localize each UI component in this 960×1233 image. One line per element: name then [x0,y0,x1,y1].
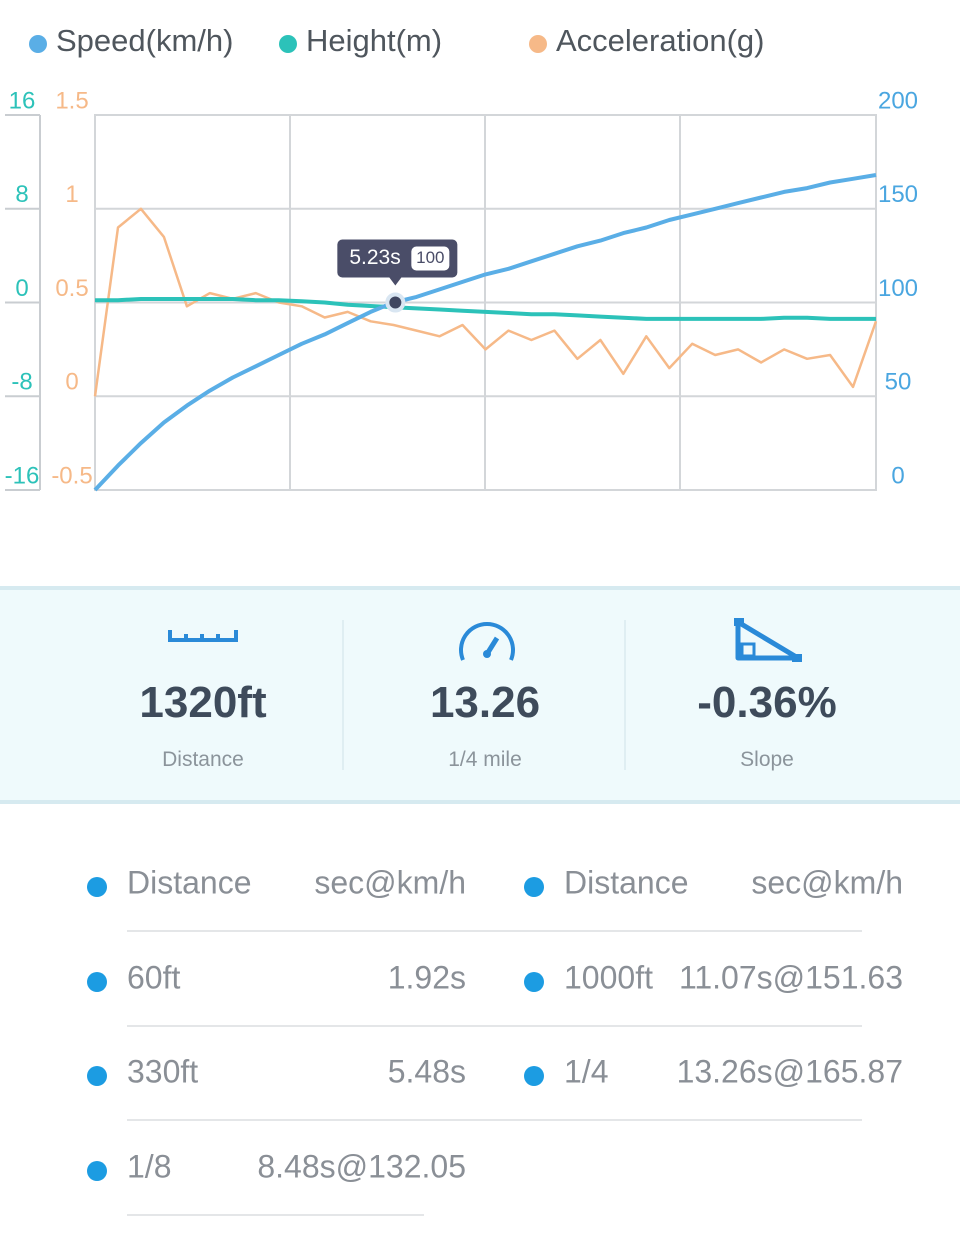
y3-tick-label: 0 [65,369,78,396]
slope-icon [734,618,802,662]
bullet [524,1066,544,1086]
cell-value: 11.07s@151.63 [678,959,903,995]
bullet [524,971,544,992]
series-line [93,173,877,492]
y3-tick-label: 1 [65,181,78,208]
cell-label: 1/8 [127,1148,172,1184]
y-tick-label: 16 [9,87,36,114]
bullet [524,877,544,897]
cell-value: 1.92s [387,959,466,995]
ruler-icon [168,630,238,642]
stats-panel: 1320ft Distance 13.26 1/4 mile -0.36% Sl… [0,586,960,804]
legend-label: Speed(km/h) [56,23,233,58]
y2-tick-label: 50 [885,369,912,396]
y3-tick-label: 0.5 [55,275,88,302]
results-table: Distance sec@km/h 60ft 1.92s 330ft 5.48s 1/8 8.… [0,830,960,1230]
stat: -0.36% Slope [626,590,908,800]
divider [342,620,344,770]
gauge-icon [459,622,515,661]
y2-tick-label: 150 [878,181,918,208]
bullet [87,1160,107,1181]
row-separator [127,930,862,932]
tooltip-badge [411,246,450,271]
stat-label: 1/4 mile [448,748,522,771]
y2-tick-label: 100 [878,275,918,302]
y2-tick-label: 0 [891,462,904,489]
bullet [87,1066,107,1086]
stat-value: -0.36% [697,678,837,727]
stat-value: 1320ft [139,678,267,727]
row-separator [127,1119,862,1121]
legend-dot [279,35,297,53]
y-tick-label: -8 [11,369,32,396]
tooltip-x: 5.23s [349,246,400,269]
y-tick-label: 8 [15,181,28,208]
y-tick-label: -16 [5,462,40,489]
stat-label: Distance [162,748,244,771]
cell-label: Distance [127,864,252,901]
chart: Speed(km/h) Height(m) Acceleration(g) -16 -8… [5,23,918,492]
stat-label: Slope [740,748,794,771]
stat: 1320ft Distance [62,590,344,800]
tooltip-point [385,292,406,313]
y3-tick-label: 1.5 [55,87,88,114]
cell-label: 60ft [127,959,181,995]
row-separator [127,1024,862,1027]
y2-tick-label: 200 [878,87,918,114]
bullet [87,877,107,897]
row-separator [127,1213,424,1216]
y3-tick-label: -0.5 [51,462,92,489]
cell-value: 13.26s@165.87 [676,1053,903,1090]
tooltip-pointer [389,277,402,286]
stat-value: 13.26 [429,678,541,727]
cell-value: sec@km/h [751,864,903,901]
cell-value: 5.48s [387,1053,466,1090]
cell-value: 8.48s@132.05 [257,1148,466,1184]
divider [624,620,626,770]
cell-label: Distance [564,864,689,901]
legend-dot [29,35,47,53]
series-line [93,207,878,397]
tooltip-y: 100 [416,248,444,267]
cell-value: sec@km/h [314,864,466,901]
bullet [87,971,107,992]
cell-label: 1/4 [564,1053,609,1090]
legend-label: Acceleration(g) [556,23,764,58]
cell-label: 1000ft [564,959,653,995]
stat: 13.26 1/4 mile [344,590,626,800]
legend-dot [529,35,547,53]
legend-label: Height(m) [306,23,442,58]
cell-label: 330ft [127,1053,199,1090]
y-tick-label: 0 [15,275,28,302]
series-line [95,297,876,321]
